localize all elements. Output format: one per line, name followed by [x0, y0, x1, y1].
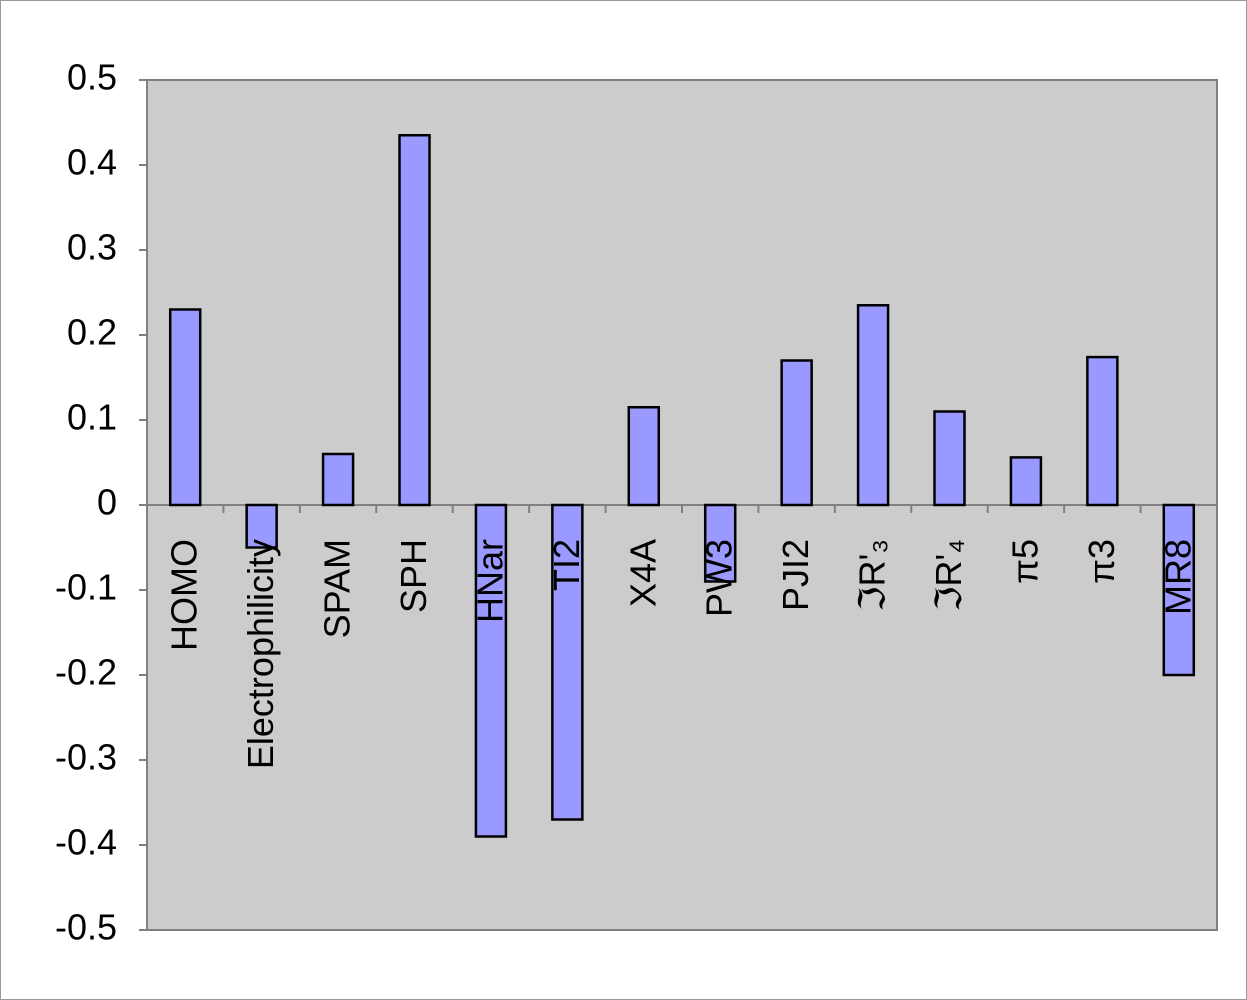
bar: [1086, 355, 1119, 507]
bar: [245, 503, 278, 549]
x-tick-label: PJI2: [775, 539, 816, 611]
bar: [168, 308, 202, 507]
y-tick-label: -0.5: [55, 907, 117, 948]
x-tick-label: ℑR'₃: [852, 539, 893, 612]
x-tick-label: PW3: [699, 539, 740, 617]
bar: [1009, 456, 1043, 507]
bar: [321, 452, 355, 507]
y-tick-label: -0.2: [55, 652, 117, 693]
bar: [856, 304, 890, 507]
y-tick-label: -0.3: [55, 737, 117, 778]
y-tick-label: -0.4: [55, 822, 117, 863]
x-tick-label: SPAM: [317, 539, 358, 638]
x-tick-label: TI2: [546, 539, 587, 591]
bar: [703, 503, 737, 583]
bar: [780, 359, 813, 507]
x-tick-label: ℑR'₄: [928, 539, 969, 612]
bar: [474, 503, 508, 838]
x-tick-label: X4A: [622, 539, 663, 607]
y-tick-label: -0.1: [55, 567, 117, 608]
x-tick-label: π5: [1004, 539, 1045, 584]
y-tick-label: 0.4: [67, 142, 117, 183]
bar: [398, 134, 431, 507]
y-tick-label: 0.3: [67, 227, 117, 268]
bar: [1162, 503, 1196, 677]
y-tick-label: 0: [97, 482, 117, 523]
bar: [627, 406, 661, 507]
x-tick-label: π3: [1081, 539, 1122, 584]
x-tick-label: HOMO: [164, 539, 205, 651]
x-tick-label: Electrophilicity: [240, 539, 281, 769]
x-tick-label: MR8: [1157, 539, 1198, 615]
y-tick-label: 0.5: [67, 57, 117, 98]
x-tick-label: HNar: [469, 539, 510, 623]
bar: [551, 503, 584, 821]
y-tick-label: 0.2: [67, 312, 117, 353]
bar: [933, 410, 966, 507]
y-tick-label: 0.1: [67, 397, 117, 438]
x-tick-label: SPH: [393, 539, 434, 613]
